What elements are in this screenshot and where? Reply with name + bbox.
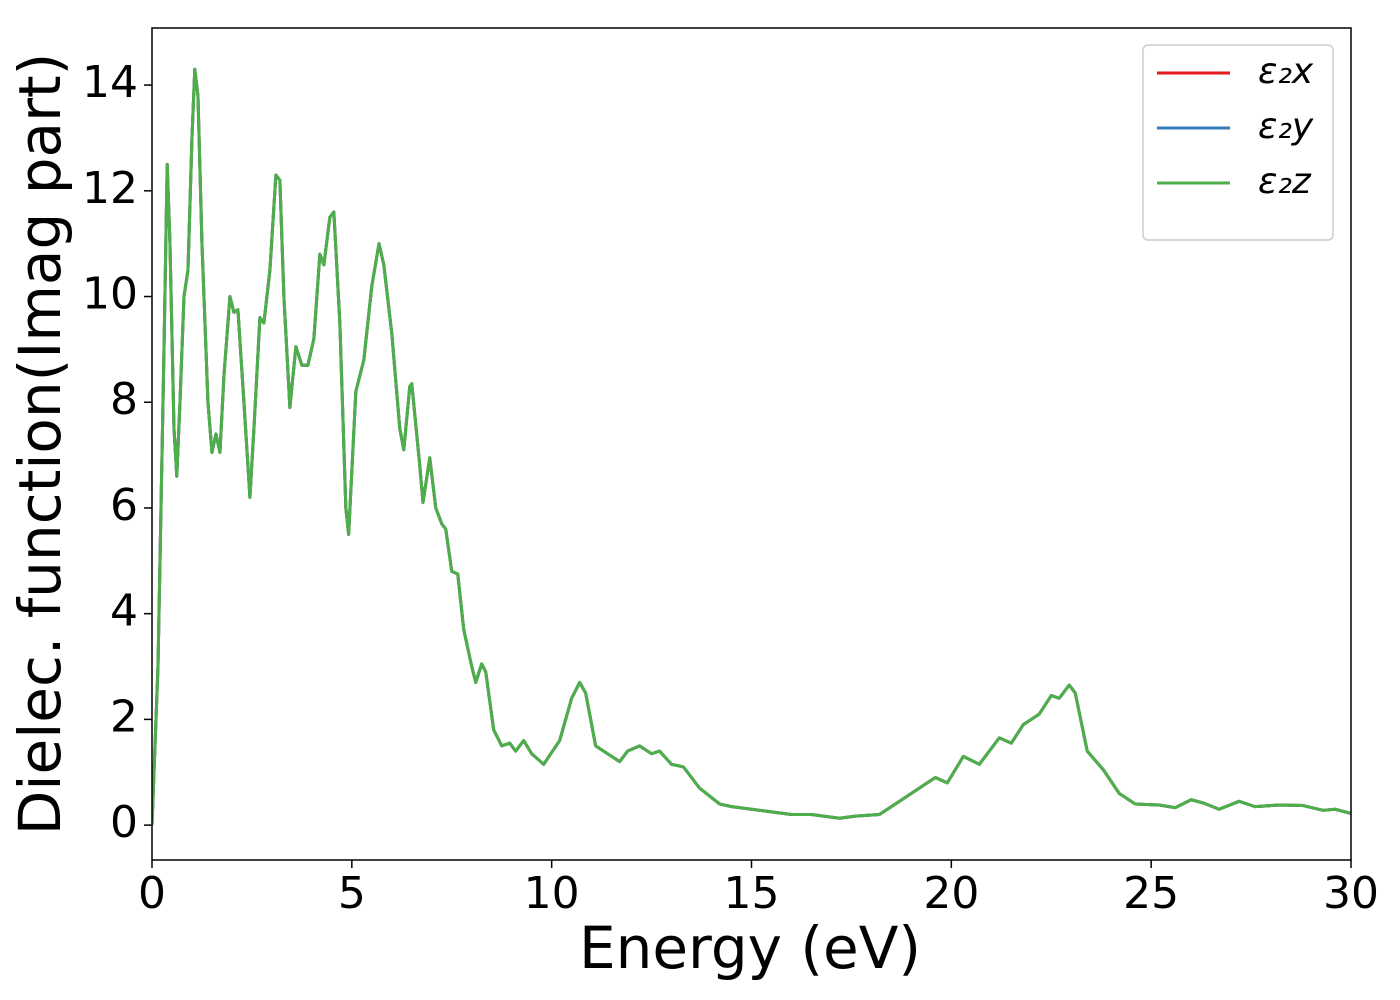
x-tick-label: 15 — [724, 868, 780, 919]
legend-label: ε₂z — [1258, 161, 1312, 202]
y-axis-label: Dielec. function(Imag part) — [6, 53, 74, 836]
x-tick-label: 20 — [923, 868, 979, 919]
x-tick-label: 5 — [338, 868, 366, 919]
x-tick-label: 30 — [1323, 868, 1379, 919]
legend-label: ε₂y — [1258, 106, 1314, 147]
x-axis-label: Energy (eV) — [579, 914, 921, 982]
y-tick-label: 14 — [82, 57, 138, 108]
x-tick-label: 0 — [138, 868, 166, 919]
y-tick-label: 6 — [110, 480, 138, 531]
series-line — [152, 67, 1351, 826]
x-tick-label: 10 — [524, 868, 580, 919]
y-tick-label: 2 — [110, 691, 138, 742]
y-tick-label: 0 — [110, 797, 138, 848]
legend-box — [1142, 44, 1334, 241]
legend-label: ε₂x — [1258, 51, 1314, 92]
plot-frame — [151, 27, 1352, 861]
y-tick-label: 4 — [110, 586, 138, 637]
y-tick-label: 8 — [110, 374, 138, 425]
y-tick-label: 10 — [82, 269, 138, 320]
y-tick-label: 12 — [82, 163, 138, 214]
x-tick-label: 25 — [1123, 868, 1179, 919]
